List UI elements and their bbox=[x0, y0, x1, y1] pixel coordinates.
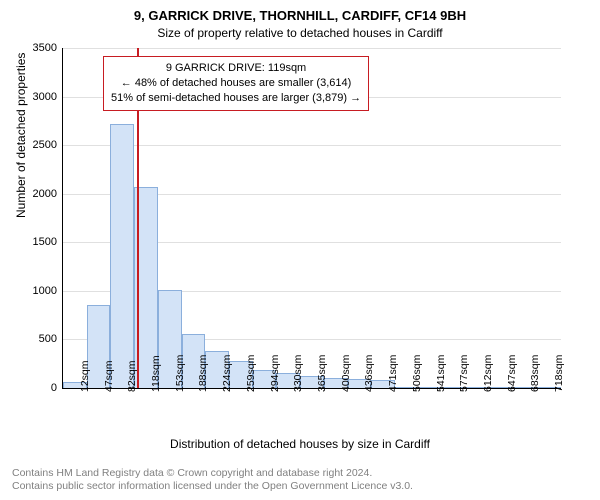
annotation-line: 51% of semi-detached houses are larger (… bbox=[111, 91, 361, 106]
x-tick-label: 365sqm bbox=[316, 355, 328, 392]
x-tick-label: 153sqm bbox=[174, 355, 186, 392]
x-tick-label: 718sqm bbox=[553, 355, 565, 392]
x-tick-label: 647sqm bbox=[506, 355, 518, 392]
y-tick-label: 3000 bbox=[23, 91, 57, 103]
x-tick-label: 400sqm bbox=[340, 355, 352, 392]
y-tick-label: 2500 bbox=[23, 139, 57, 151]
x-axis-label: Distribution of detached houses by size … bbox=[0, 437, 600, 451]
bar bbox=[110, 124, 134, 388]
y-tick-label: 2000 bbox=[23, 188, 57, 200]
annotation-line: 9 GARRICK DRIVE: 119sqm bbox=[111, 61, 361, 76]
x-tick-label: 612sqm bbox=[482, 355, 494, 392]
y-tick-label: 0 bbox=[23, 382, 57, 394]
x-tick-label: 12sqm bbox=[79, 360, 91, 392]
chart-title-sub: Size of property relative to detached ho… bbox=[0, 26, 600, 40]
chart-title-main: 9, GARRICK DRIVE, THORNHILL, CARDIFF, CF… bbox=[0, 8, 600, 23]
annotation-box: 9 GARRICK DRIVE: 119sqm← 48% of detached… bbox=[103, 56, 369, 111]
footer-credits: Contains HM Land Registry data © Crown c… bbox=[12, 467, 413, 494]
x-tick-label: 118sqm bbox=[150, 355, 162, 392]
y-tick-label: 1500 bbox=[23, 236, 57, 248]
x-tick-label: 294sqm bbox=[269, 355, 281, 392]
plot-area: 050010001500200025003000350012sqm47sqm82… bbox=[62, 48, 561, 389]
x-tick-label: 259sqm bbox=[245, 355, 257, 392]
x-tick-label: 436sqm bbox=[363, 355, 375, 392]
x-tick-label: 577sqm bbox=[458, 355, 470, 392]
x-tick-label: 683sqm bbox=[529, 355, 541, 392]
footer-line2: Contains public sector information licen… bbox=[12, 480, 413, 494]
x-tick-label: 471sqm bbox=[387, 355, 399, 392]
x-tick-label: 224sqm bbox=[221, 355, 233, 392]
y-tick-label: 500 bbox=[23, 333, 57, 345]
x-tick-label: 47sqm bbox=[103, 360, 115, 392]
x-tick-label: 188sqm bbox=[197, 355, 209, 392]
annotation-line: ← 48% of detached houses are smaller (3,… bbox=[111, 76, 361, 91]
footer-line1: Contains HM Land Registry data © Crown c… bbox=[12, 467, 413, 481]
y-tick-label: 3500 bbox=[23, 42, 57, 54]
x-tick-label: 330sqm bbox=[292, 355, 304, 392]
y-tick-label: 1000 bbox=[23, 285, 57, 297]
x-tick-label: 506sqm bbox=[411, 355, 423, 392]
x-tick-label: 541sqm bbox=[435, 355, 447, 392]
